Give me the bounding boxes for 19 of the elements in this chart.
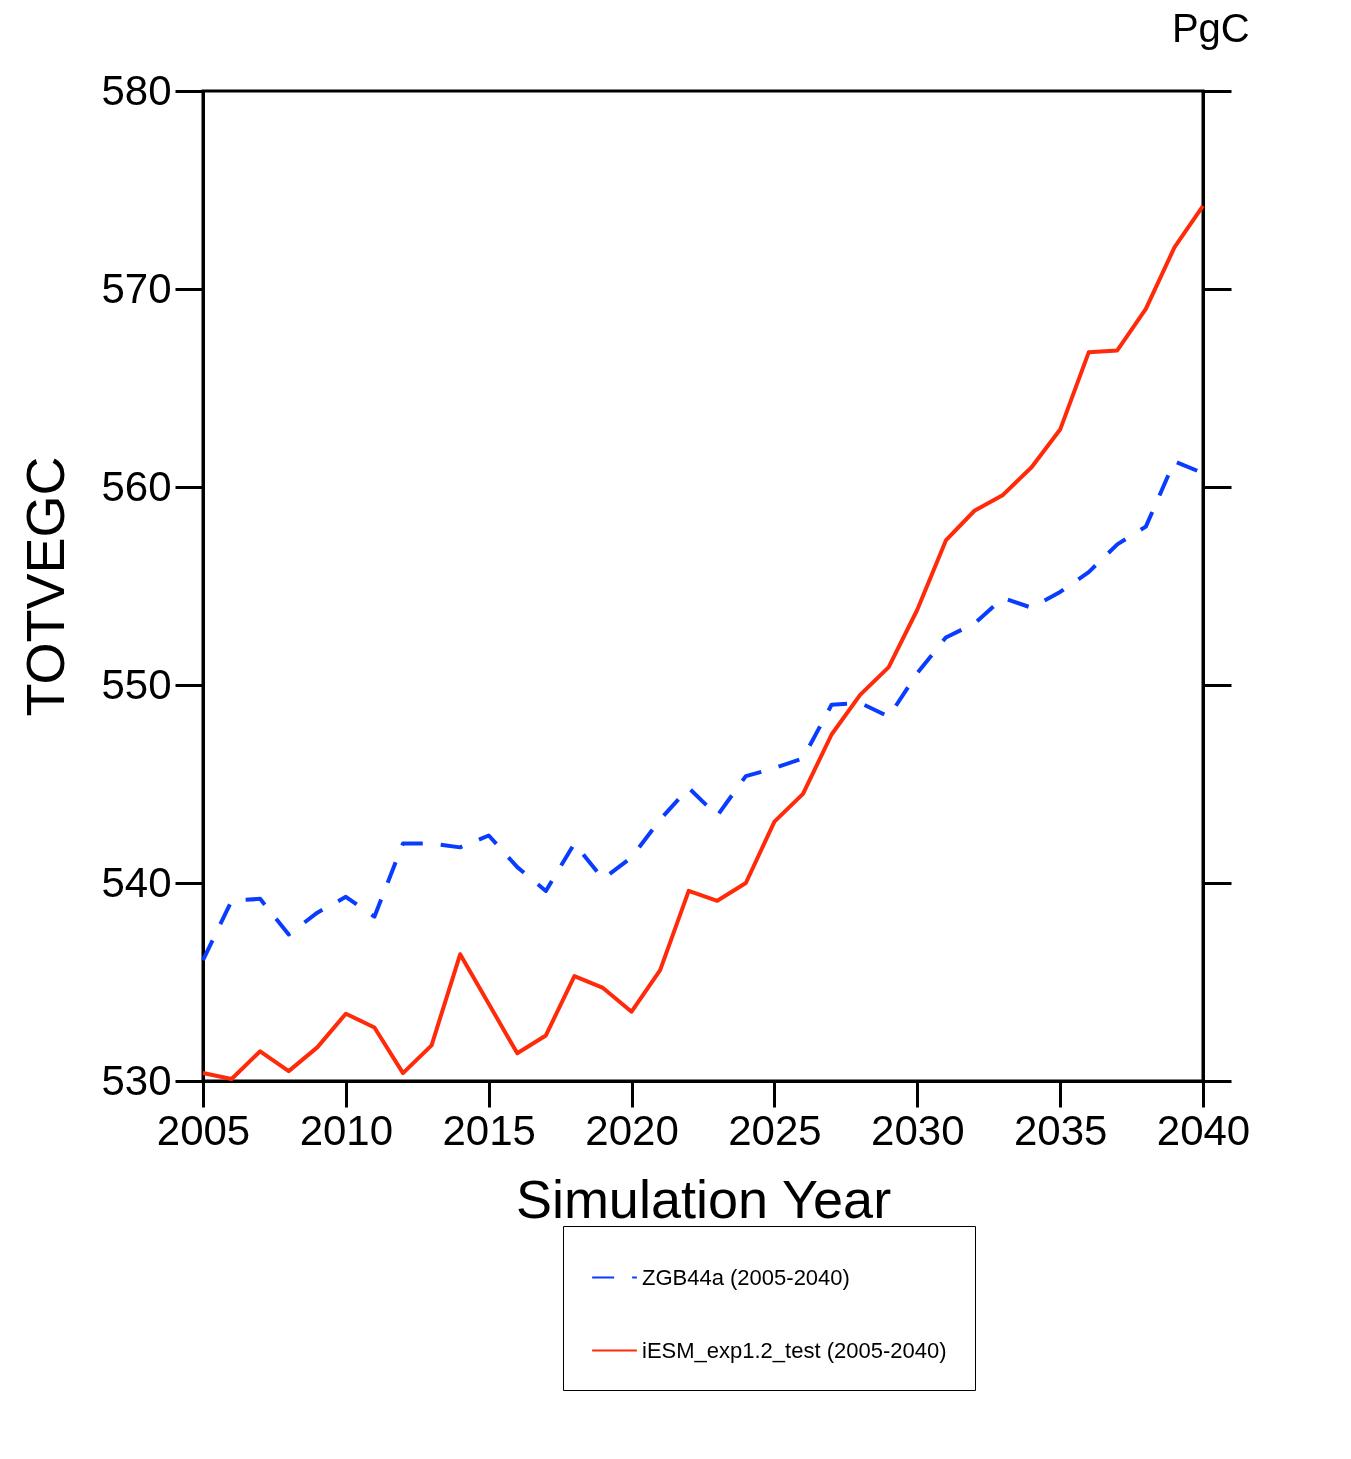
- x-tick-label: 2015: [442, 1106, 536, 1154]
- y-tick-label: 570: [101, 264, 172, 312]
- y-tick-label: 560: [101, 462, 172, 510]
- y-tick-label: 550: [101, 660, 172, 708]
- y-tick-label: 580: [101, 66, 172, 114]
- x-tick-label: 2005: [156, 1106, 251, 1154]
- x-tick-label: 2030: [871, 1106, 965, 1154]
- y-axis-title: TOTVEGC: [15, 456, 76, 717]
- y-tick-label: 530: [101, 1056, 172, 1104]
- legend-label: iESM_exp1.2_test (2005-2040): [642, 1337, 947, 1363]
- x-tick-label: 2010: [299, 1106, 394, 1154]
- x-tick-label: 2025: [728, 1106, 822, 1154]
- x-tick-label: 2035: [1013, 1106, 1108, 1154]
- x-tick-label: 2020: [585, 1106, 679, 1154]
- chart-title: PgC: [1171, 6, 1250, 50]
- y-tick-label: 540: [101, 858, 172, 906]
- legend-label: ZGB44a (2005-2040): [642, 1264, 850, 1290]
- x-tick-label: 2040: [1156, 1106, 1251, 1154]
- x-axis-title: Simulation Year: [515, 1168, 892, 1229]
